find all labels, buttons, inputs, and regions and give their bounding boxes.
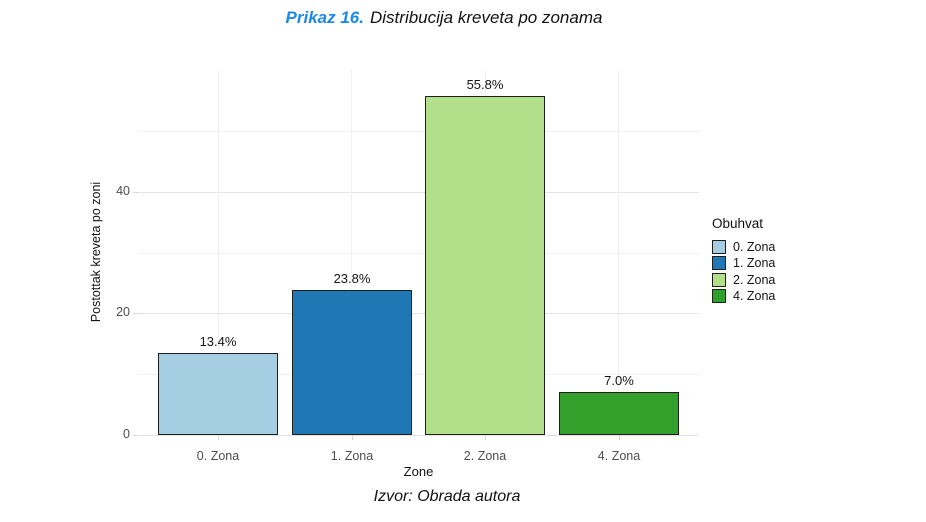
legend-entry: 1. Zona bbox=[712, 256, 775, 271]
legend-swatch bbox=[712, 256, 726, 270]
legend-label: 1. Zona bbox=[733, 256, 776, 270]
x-axis-tick-label: 4. Zona bbox=[597, 449, 641, 463]
gridline-major bbox=[138, 313, 699, 315]
y-axis-tick bbox=[133, 313, 138, 315]
x-axis-tick bbox=[218, 435, 219, 440]
y-axis-tick bbox=[133, 191, 138, 193]
legend-entry: 4. Zona bbox=[712, 289, 775, 304]
bar bbox=[158, 353, 278, 435]
y-axis-tick bbox=[133, 435, 138, 436]
y-axis-tick-label: 20 bbox=[116, 305, 130, 320]
legend-entries: 0. Zona 1. Zona 2. Zona 4. Zona bbox=[712, 239, 775, 304]
plot-panel: 0 20 40 13.4% 0. Zona 23.8% 1. Zona 55.8% 2. Zon… bbox=[116, 70, 699, 463]
x-axis-tick bbox=[485, 435, 486, 440]
x-axis-tick-label: 0. Zona bbox=[196, 449, 240, 463]
legend: Obuhvat 0. Zona 1. Zona 2. Zona 4. Zona bbox=[712, 216, 775, 305]
gridline-vertical bbox=[217, 70, 219, 435]
legend-title: Obuhvat bbox=[712, 216, 764, 231]
gridline-minor bbox=[138, 130, 699, 132]
gridline-major bbox=[138, 435, 699, 436]
gridline-minor bbox=[138, 374, 699, 376]
bar-value-label: 55.8% bbox=[466, 77, 504, 92]
y-axis-title: Postottak kreveta po zoni bbox=[89, 181, 103, 323]
x-axis-tick bbox=[619, 435, 620, 440]
x-axis-tick bbox=[352, 435, 353, 440]
bar-value-label: 23.8% bbox=[333, 271, 371, 286]
x-axis-title: Zone bbox=[403, 464, 434, 479]
gridline-major bbox=[138, 191, 699, 193]
y-axis-tick-label: 40 bbox=[116, 183, 130, 198]
x-axis-tick-label: 1. Zona bbox=[330, 449, 374, 463]
chart-title-number: Prikaz 16. bbox=[285, 8, 364, 27]
legend-entry: 2. Zona bbox=[712, 272, 775, 287]
gridline-vertical bbox=[618, 70, 620, 435]
legend-label: 0. Zona bbox=[733, 239, 776, 254]
legend-swatch bbox=[712, 289, 726, 303]
bar bbox=[425, 96, 545, 435]
bar bbox=[559, 392, 679, 435]
bar-value-label: 13.4% bbox=[199, 334, 237, 349]
gridline-vertical bbox=[351, 70, 353, 435]
y-axis-tick-label: 0 bbox=[123, 427, 130, 441]
legend-swatch bbox=[712, 272, 726, 287]
gridline-minor bbox=[138, 252, 699, 254]
legend-entry: 0. Zona bbox=[712, 239, 775, 254]
chart-title: Prikaz 16. Distribucija kreveta po zonama bbox=[0, 8, 888, 28]
x-axis-tick-label: 2. Zona bbox=[463, 449, 507, 463]
bar-value-label: 7.0% bbox=[604, 373, 634, 388]
source-caption: Izvor: Obrada autora bbox=[373, 488, 521, 505]
chart-title-text: Distribucija kreveta po zonama bbox=[370, 8, 603, 27]
legend-swatch bbox=[712, 239, 726, 254]
bar bbox=[292, 290, 412, 435]
legend-label: 2. Zona bbox=[733, 272, 776, 287]
legend-label: 4. Zona bbox=[733, 289, 776, 303]
